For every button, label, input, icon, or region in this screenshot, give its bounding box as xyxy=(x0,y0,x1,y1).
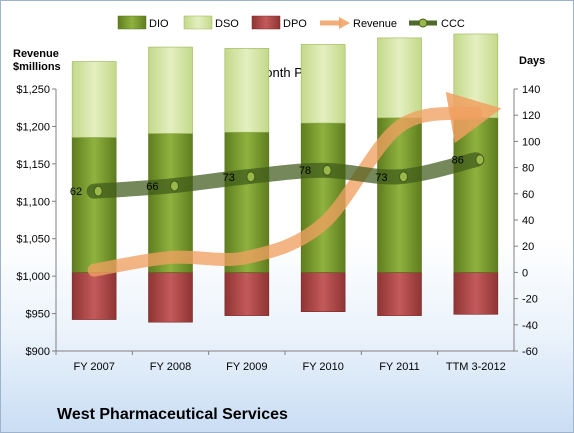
x-tick-label: FY 2011 xyxy=(379,361,420,373)
left-tick-label: $950 xyxy=(26,309,50,321)
right-axis-title: Days xyxy=(519,55,545,67)
bar-dpo xyxy=(148,272,193,323)
ccc-point xyxy=(170,180,179,192)
x-tick-label: FY 2007 xyxy=(73,361,114,373)
bar-dso xyxy=(453,33,499,119)
right-tick-label: -20 xyxy=(522,294,538,306)
ccc-data-label: 78 xyxy=(299,165,311,177)
legend-label-revenue: Revenue xyxy=(353,18,397,30)
left-tick-label: $1,050 xyxy=(16,234,50,246)
left-tick-label: $900 xyxy=(26,346,50,358)
ccc-data-label: 86 xyxy=(452,155,464,167)
ccc-point xyxy=(322,164,332,176)
x-tick-label: FY 2010 xyxy=(302,361,343,373)
left-axis-title-line1: Revenue xyxy=(13,48,59,60)
right-tick-label: 0 xyxy=(522,267,528,279)
right-tick-label: 100 xyxy=(522,136,540,148)
revenue-series xyxy=(87,91,502,277)
left-tick-label: $1,250 xyxy=(16,84,50,96)
legend-label-dio: DIO xyxy=(149,18,169,30)
left-tick-label: $1,000 xyxy=(16,271,50,283)
x-tick-label: FY 2008 xyxy=(150,361,191,373)
bar-dpo xyxy=(377,272,422,316)
bar-dso xyxy=(148,46,193,134)
left-axis-ticks: $900 $950 $1,000 $1,050 $1,100 $1,150 $1,200 $1… xyxy=(16,84,56,358)
bar-dso xyxy=(300,44,346,124)
legend-swatch-revenue xyxy=(320,17,350,29)
ccc-point xyxy=(246,171,256,183)
x-tick-label: TTM 3-2012 xyxy=(446,361,506,373)
bar-dio xyxy=(71,137,117,273)
bar-dso xyxy=(71,61,117,138)
company-name: West Pharmaceutical Services xyxy=(57,406,288,423)
right-tick-label: 120 xyxy=(522,110,540,122)
bar-dso xyxy=(224,48,270,133)
left-tick-label: $1,200 xyxy=(16,121,50,133)
right-tick-label: -40 xyxy=(522,320,538,332)
right-axis-ticks: -60 -40 -20 0 20 40 60 80 100 120 140 xyxy=(514,84,540,358)
revenue-line xyxy=(87,91,502,277)
legend-swatch-dpo xyxy=(251,15,281,30)
bar-dpo xyxy=(300,272,346,312)
left-axis-title-line2: $millions xyxy=(13,61,61,73)
bar-dio xyxy=(453,117,499,273)
legend-label-dpo: DPO xyxy=(283,18,307,30)
ccc-data-label: 66 xyxy=(146,181,158,193)
legend: DIO DSO DPO Revenue CCC xyxy=(117,15,465,30)
x-tick-label: FY 2009 xyxy=(226,361,267,373)
ccc-data-label: 73 xyxy=(375,172,387,184)
right-tick-label: 20 xyxy=(522,241,534,253)
right-tick-label: -60 xyxy=(522,346,538,358)
bar-dpo xyxy=(453,272,499,315)
legend-label-dso: DSO xyxy=(215,18,239,30)
left-tick-label: $1,150 xyxy=(16,159,50,171)
ccc-series: 62 66 73 78 73 86 xyxy=(70,152,485,199)
stacked-bars xyxy=(71,33,499,323)
ccc-point xyxy=(475,154,485,166)
right-tick-label: 140 xyxy=(522,84,540,96)
right-tick-label: 60 xyxy=(522,189,534,201)
legend-swatch-dio xyxy=(117,15,147,30)
legend-swatch-ccc xyxy=(409,18,437,28)
x-axis-ticks: FY 2007 FY 2008 FY 2009 FY 2010 FY 2011 TTM 3… xyxy=(55,351,506,373)
legend-label-ccc: CCC xyxy=(441,18,465,30)
bar-dso xyxy=(377,37,422,119)
right-tick-label: 40 xyxy=(522,215,534,227)
left-tick-label: $1,100 xyxy=(16,196,50,208)
right-tick-label: 80 xyxy=(522,163,534,175)
ccc-point xyxy=(399,171,408,183)
ccc-point xyxy=(93,185,103,197)
bar-dpo xyxy=(71,272,117,320)
ccc-data-label: 73 xyxy=(223,172,235,184)
bar-dpo xyxy=(224,272,270,316)
legend-swatch-dso xyxy=(183,15,213,30)
ccc-data-label: 62 xyxy=(70,186,82,198)
